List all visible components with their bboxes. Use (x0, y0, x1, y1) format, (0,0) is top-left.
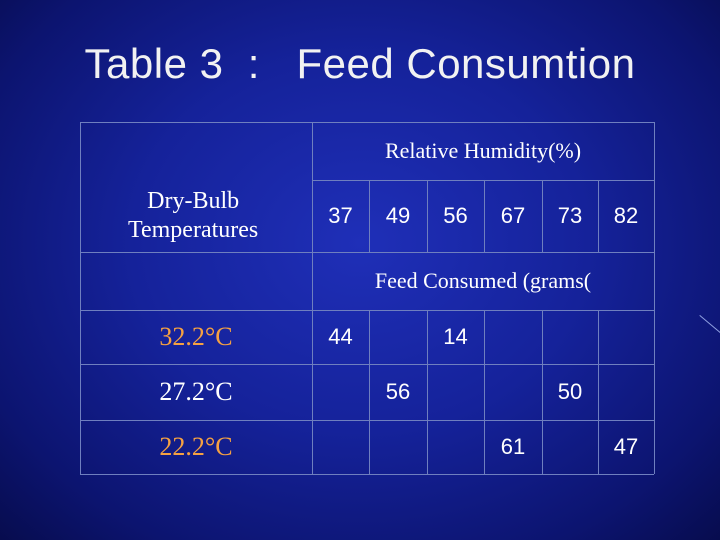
feed-value-cell (542, 420, 598, 474)
feed-value-cell: 14 (443, 324, 468, 349)
table-border-right (654, 122, 655, 474)
feed-value-cell (598, 310, 654, 364)
grid-vline (598, 180, 599, 252)
feed-consumed-header: Feed Consumed (grams( (374, 268, 592, 293)
table-border-bottom (80, 474, 654, 475)
feed-value-cell: 47 (613, 434, 639, 459)
slide-title: Table 3 : Feed Consumtion (84, 40, 636, 87)
grid-hline (80, 420, 654, 421)
grid-vline (542, 310, 543, 474)
feed-value-cell: 61 (500, 434, 526, 459)
grid-vline (484, 180, 485, 252)
grid-hline (80, 364, 654, 365)
grid-vline (369, 180, 370, 252)
feed-value-cell (484, 310, 542, 364)
grid-hline (80, 310, 654, 311)
feed-value-cell (369, 420, 427, 474)
humidity-value-82: 82 (613, 203, 639, 228)
humidity-value-49: 49 (385, 203, 411, 228)
temperature-label: 22.2°C (159, 432, 233, 461)
feed-value-cell (312, 420, 369, 474)
feed-value-cell (484, 364, 542, 420)
humidity-value-56: 56 (443, 203, 468, 228)
feed-value-cell: 56 (385, 379, 411, 404)
feed-value-cell (542, 310, 598, 364)
humidity-value-37: 37 (328, 203, 353, 228)
temperature-label: 32.2°C (159, 322, 233, 351)
grid-vline (427, 180, 428, 252)
feed-value-cell (312, 364, 369, 420)
grid-vline (369, 310, 370, 474)
grid-vline (427, 310, 428, 474)
grid-hline (80, 252, 654, 253)
humidity-value-67: 67 (500, 203, 526, 228)
feed-value-cell (427, 420, 484, 474)
feed-value-cell: 50 (557, 379, 583, 404)
grid-vline (598, 310, 599, 474)
grid-hline (312, 180, 654, 181)
feed-value-cell (369, 310, 427, 364)
grid-vline (542, 180, 543, 252)
decorative-line (699, 315, 720, 336)
feed-value-cell (598, 364, 654, 420)
feed-value-cell: 44 (328, 324, 353, 349)
grid-vline (312, 122, 313, 474)
grid-vline (484, 310, 485, 474)
dry-bulb-header: Dry-Bulb Temperatures (128, 188, 259, 243)
feed-value-cell (427, 364, 484, 420)
table-border-left (80, 122, 81, 474)
humidity-value-73: 73 (557, 203, 583, 228)
table-border-top (80, 122, 654, 123)
humidity-header: Relative Humidity(%) (384, 138, 582, 163)
temperature-label: 27.2°C (159, 377, 233, 406)
